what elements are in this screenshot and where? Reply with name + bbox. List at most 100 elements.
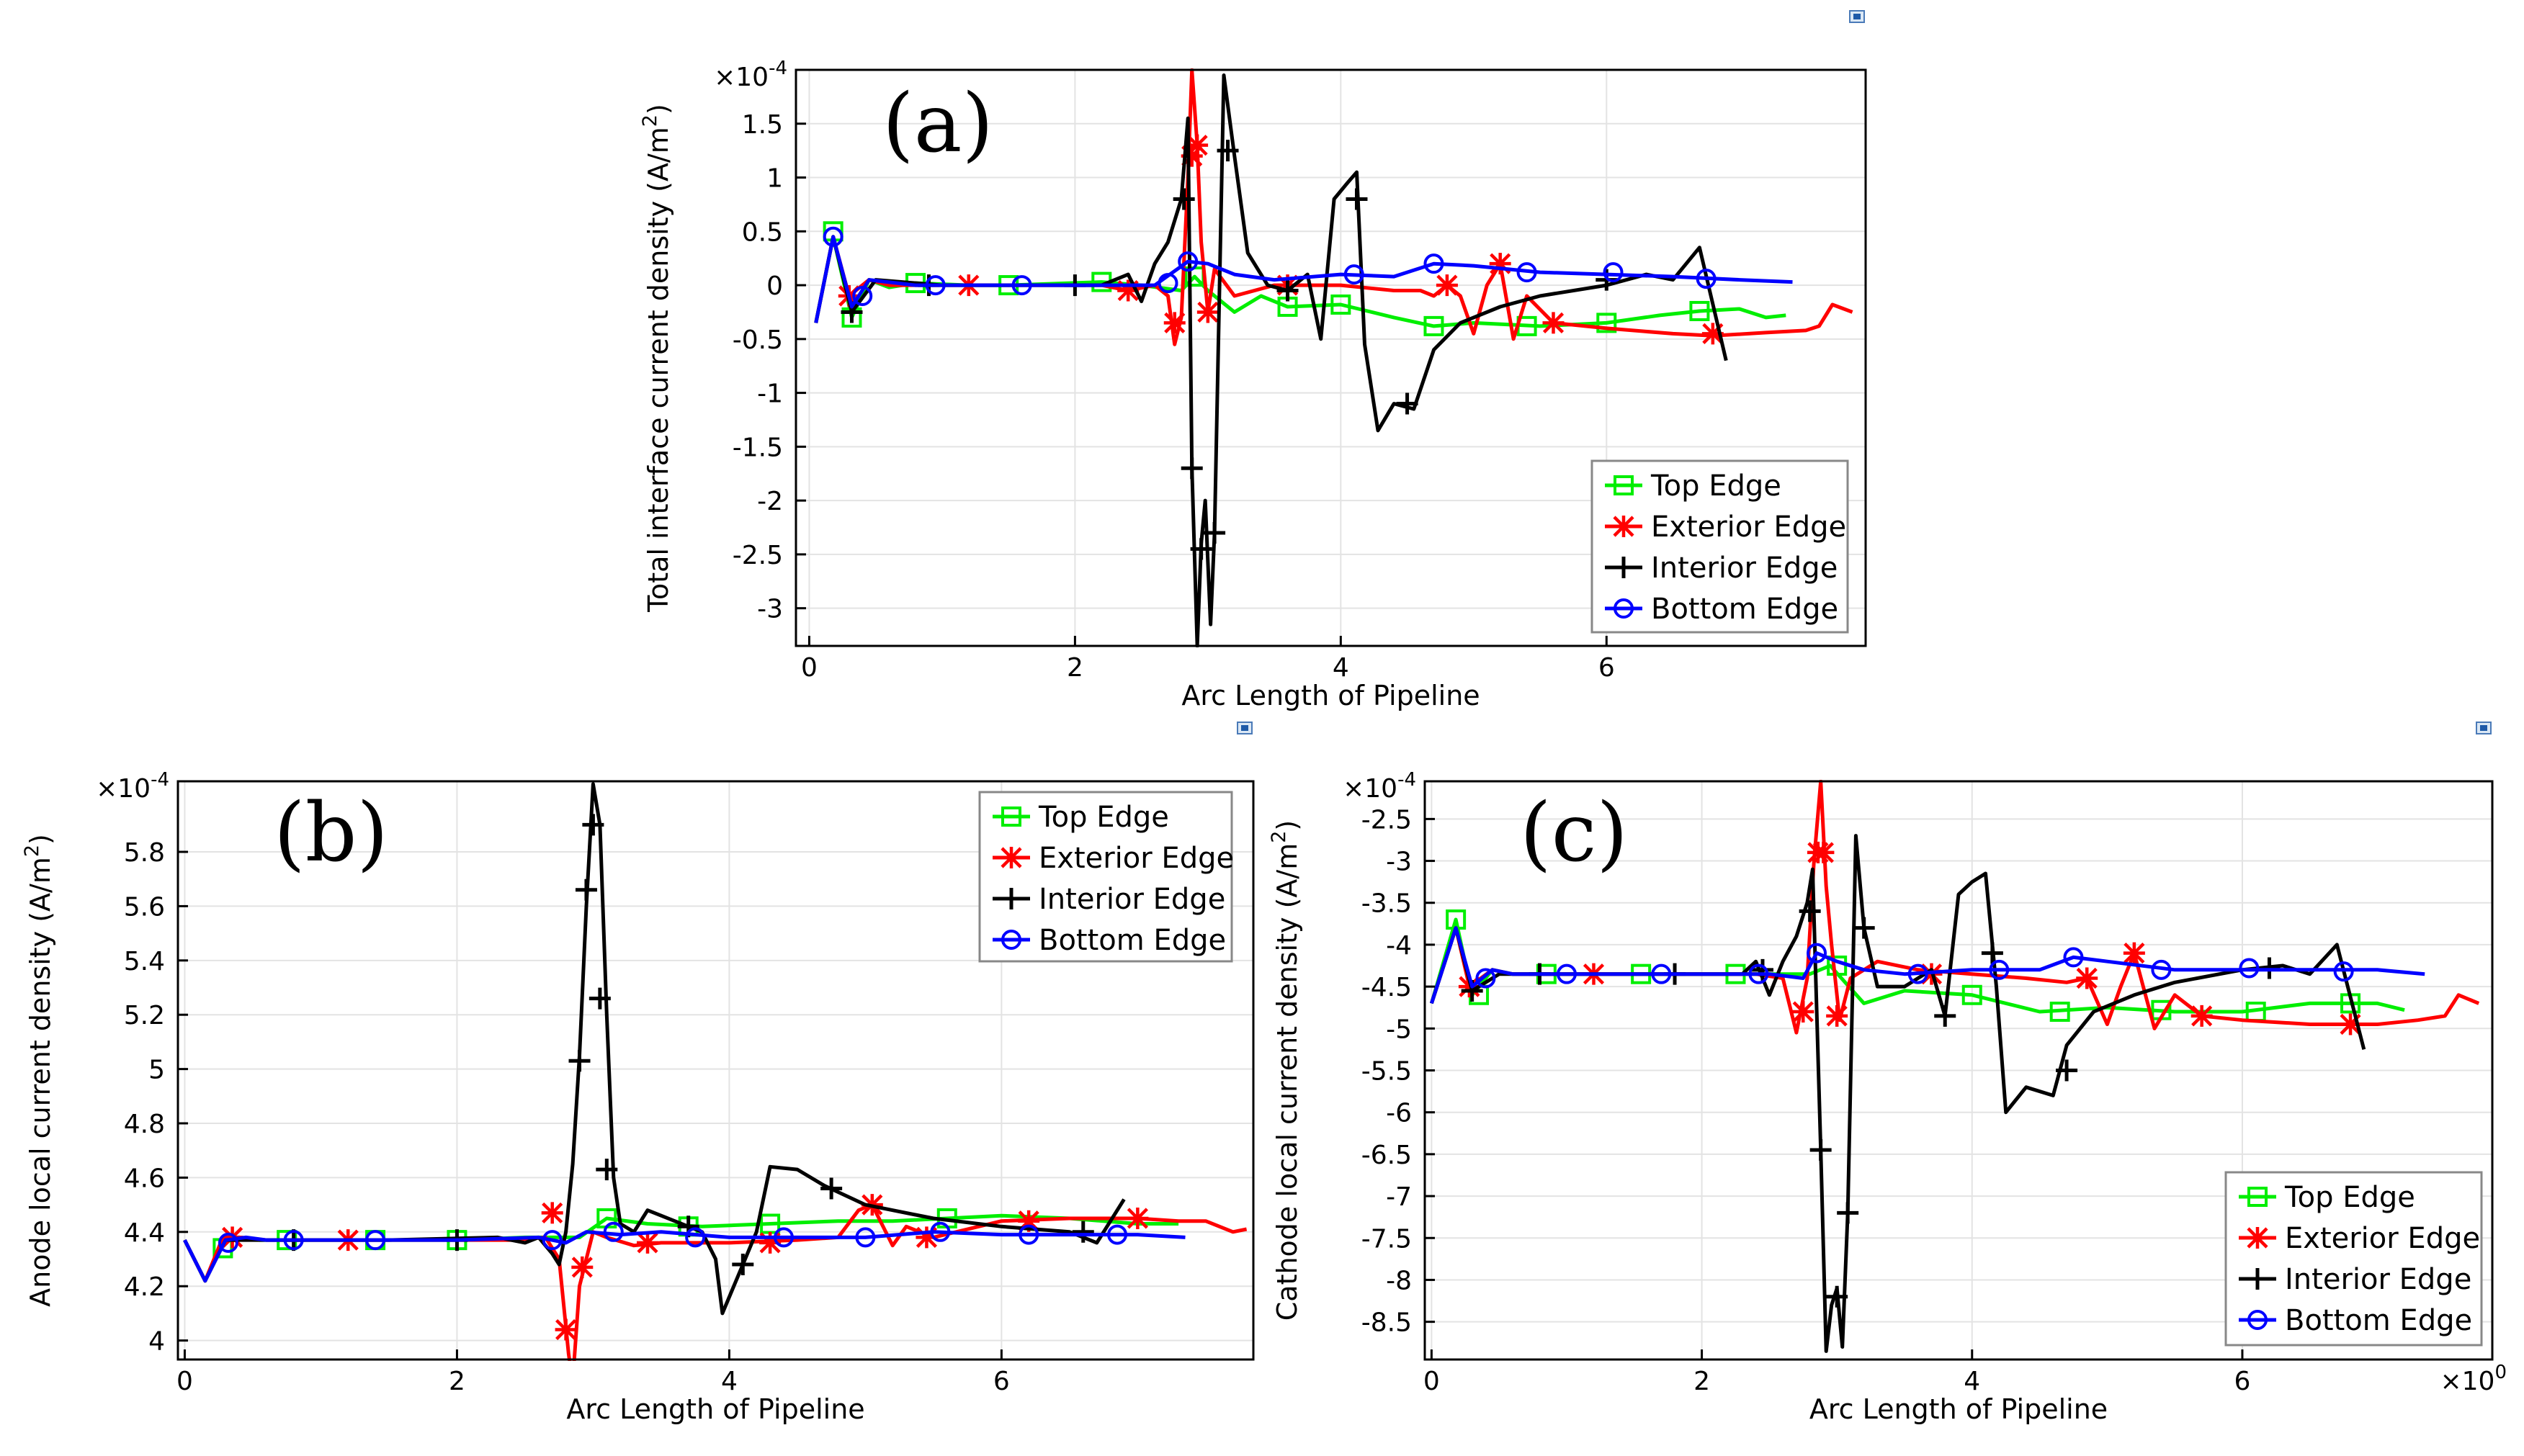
marker-exterior-edge — [571, 1256, 594, 1278]
marker-exterior-edge — [2190, 1005, 2213, 1027]
marker-bottom-edge — [1158, 273, 1178, 294]
marker-exterior-edge — [1826, 1005, 1848, 1027]
axes-frame — [795, 68, 1867, 647]
export-icon[interactable] — [1849, 10, 1865, 23]
marker-exterior-edge — [1127, 1207, 1149, 1229]
marker-exterior-edge — [555, 1318, 577, 1341]
legend-label-interior-edge: Interior Edge — [1651, 552, 1838, 585]
legend-label-top-edge: Top Edge — [2284, 1181, 2415, 1214]
y-axis-label: Anode local current density (A/m2) — [21, 834, 56, 1307]
legend-label-exterior-edge: Exterior Edge — [1039, 842, 1234, 875]
y-tick-label: -0.5 — [733, 325, 783, 355]
y-tick-label: 5.2 — [124, 1001, 165, 1030]
export-icon-inner — [1241, 725, 1248, 731]
marker-exterior-edge — [1701, 323, 1724, 345]
panel-c: 0 2 4 6 -2.5 -3 -3.5 -4 -4.5 -5 -5.5 -6 -6.5 -7 -7.5 -8… — [1268, 722, 2507, 1425]
marker-interior-edge — [1181, 457, 1203, 480]
marker-interior-edge — [1173, 188, 1195, 210]
marker-exterior-edge — [1117, 279, 1140, 302]
marker-interior-edge — [1934, 1005, 1956, 1027]
marker-bottom-edge — [1516, 262, 1537, 283]
x-tick-label: 0 — [176, 1367, 193, 1396]
legend-label-exterior-edge: Exterior Edge — [2285, 1222, 2480, 1255]
marker-interior-edge — [1981, 942, 2003, 964]
legend-marker-exterior-edge — [1613, 516, 1634, 537]
y-tick-label: 5.6 — [124, 892, 165, 922]
marker-bottom-edge — [1178, 251, 1199, 272]
marker-bottom-edge — [218, 1232, 238, 1253]
panel-label: (a) — [882, 77, 993, 171]
marker-bottom-edge — [1019, 1224, 1039, 1245]
legend-box — [1590, 459, 1849, 634]
y-tick-label: -8 — [1386, 1266, 1412, 1295]
marker-bottom-edge — [1651, 963, 1672, 984]
x-axis-label: Arc Length of Pipeline — [566, 1393, 864, 1425]
marker-bottom-edge — [1989, 959, 2010, 980]
y-tick-label: -3.5 — [1361, 889, 1412, 919]
marker-exterior-edge — [541, 1202, 563, 1224]
y-tick-label: -2 — [757, 487, 783, 516]
marker-interior-edge — [1751, 958, 1773, 981]
panel-a: 0 2 4 6 1.5 1 0.5 0 -0.5 -1 -1.5 -2 -2.5 -3 ×10-4 Arc L… — [639, 10, 1867, 711]
x-tick-label: 2 — [1693, 1367, 1710, 1396]
panel-label: (c) — [1520, 786, 1628, 880]
marker-exterior-edge — [1812, 841, 1835, 863]
y-tick-label: 0.5 — [742, 217, 783, 247]
marker-bottom-edge — [2239, 958, 2260, 979]
legend: Top Edge Exterior Edge Interior Edge Bottom… — [1590, 459, 1849, 634]
y-tick-label: -1 — [757, 379, 783, 409]
export-icon-inner — [2480, 725, 2487, 731]
y-tick-label: -4.5 — [1361, 973, 1412, 1002]
marker-exterior-edge — [916, 1226, 938, 1249]
legend-marker-interior-edge — [1001, 888, 1022, 909]
series-line-bottom-edge — [814, 235, 1793, 323]
marker-bottom-edge — [1748, 963, 1769, 984]
export-icon-inner — [1853, 14, 1861, 19]
legend-label-interior-edge: Interior Edge — [1039, 883, 1225, 916]
x-tick-label: 6 — [993, 1367, 1010, 1396]
marker-interior-edge — [1217, 140, 1239, 162]
marker-bottom-edge — [855, 1227, 876, 1248]
series-line-bottom-edge — [1430, 926, 2425, 1005]
x-tick-label: 2 — [449, 1367, 465, 1396]
marker-bottom-edge — [365, 1230, 386, 1251]
y-tick-label: -6 — [1386, 1099, 1412, 1128]
marker-bottom-edge — [930, 1221, 951, 1242]
marker-interior-edge — [1190, 538, 1212, 560]
legend-marker-bottom-edge — [1614, 598, 1634, 619]
marker-exterior-edge — [2076, 967, 2098, 989]
marker-bottom-edge — [1556, 963, 1577, 984]
marker-interior-edge — [575, 878, 597, 901]
marker-bottom-edge — [1603, 262, 1624, 283]
x-multiplier: ×100 — [2440, 1362, 2507, 1396]
y-tick-label: 0 — [766, 271, 783, 301]
y-tick-label: -2.5 — [1361, 805, 1412, 835]
marker-interior-edge — [589, 987, 611, 1010]
marker-exterior-edge — [2340, 1013, 2362, 1035]
y-tick-label: 4.2 — [124, 1272, 165, 1302]
marker-interior-edge — [1809, 1139, 1832, 1161]
series-line-interior-edge — [814, 73, 1728, 647]
legend-marker-interior-edge — [1613, 557, 1634, 578]
y-tick-label: -5.5 — [1361, 1057, 1412, 1087]
series-line-interior-edge — [183, 782, 1126, 1316]
legend-box — [978, 791, 1233, 963]
marker-bottom-edge — [1011, 275, 1032, 296]
legend-marker-interior-edge — [2247, 1268, 2268, 1290]
marker-exterior-edge — [1018, 1210, 1040, 1232]
marker-bottom-edge — [925, 275, 946, 296]
marker-bottom-edge — [685, 1227, 706, 1248]
x-tick-label: 0 — [1423, 1367, 1440, 1396]
marker-exterior-edge — [1181, 145, 1203, 167]
legend-marker-top-edge — [2247, 1187, 2268, 1207]
marker-top-edge — [2049, 1002, 2070, 1023]
export-icon[interactable] — [2476, 722, 2492, 734]
marker-top-edge — [1961, 984, 1982, 1005]
x-axis-label: Arc Length of Pipeline — [1181, 680, 1480, 711]
series-group — [814, 68, 1853, 647]
export-icon[interactable] — [1237, 722, 1253, 734]
marker-interior-edge — [1346, 188, 1368, 210]
marker-exterior-edge — [1196, 301, 1219, 323]
x-tick-label: 2 — [1067, 653, 1083, 683]
